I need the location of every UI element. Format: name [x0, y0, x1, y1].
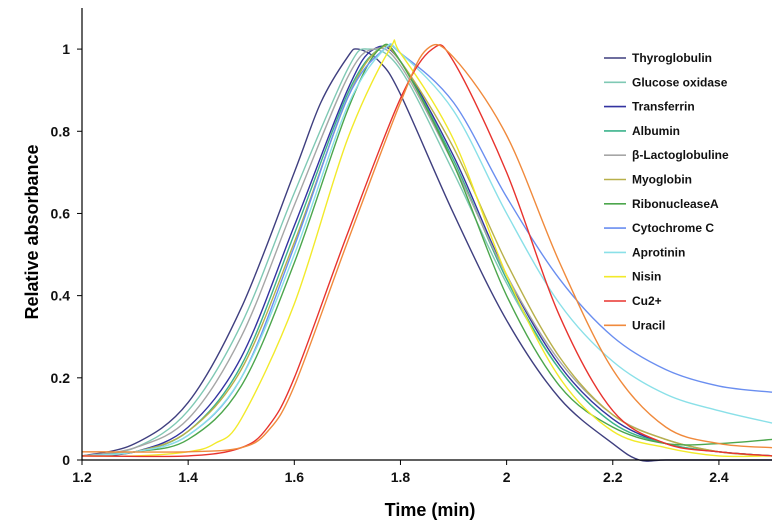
x-tick-label: 1.8: [391, 469, 411, 485]
y-tick-label: 0.4: [51, 288, 71, 304]
plot-area: [81, 39, 773, 462]
series-line-10: [81, 39, 773, 458]
y-tick-label: 0: [62, 452, 70, 468]
legend-label: Thyroglobulin: [632, 51, 712, 65]
legend-label: Cu2+: [632, 294, 662, 308]
series-line-1: [81, 48, 772, 462]
y-tick-label: 0.2: [51, 370, 71, 386]
x-axis-title: Time (min): [385, 500, 476, 520]
x-tick-label: 2: [503, 469, 511, 485]
legend-label: Nisin: [632, 270, 661, 284]
legend-label: Aprotinin: [632, 245, 685, 259]
legend-label: Uracil: [632, 318, 665, 332]
legend-label: Cytochrome C: [632, 221, 714, 235]
y-ticks: 0 0.2 0.4 0.6 0.8 1: [51, 41, 82, 468]
legend-label: Transferrin: [632, 100, 695, 114]
axes: [81, 8, 772, 461]
y-tick-label: 0.6: [51, 205, 71, 221]
y-axis-title: Relative absorbance: [22, 144, 42, 319]
x-tick-label: 1.6: [285, 469, 305, 485]
x-tick-label: 1.2: [72, 469, 92, 485]
legend-label: Albumin: [632, 124, 680, 138]
legend-label: β-Lactoglobuline: [632, 148, 729, 162]
legend-label: Myoglobin: [632, 173, 692, 187]
x-tick-label: 2.4: [709, 469, 729, 485]
legend-label: Glucose oxidase: [632, 75, 728, 89]
series-line-11: [81, 44, 773, 458]
legend: Thyroglobulin Glucose oxidase Transferrin A…: [604, 51, 729, 332]
x-tick-label: 1.4: [178, 469, 198, 485]
series-line-12: [81, 43, 773, 453]
x-ticks: 1.2 1.4 1.6 1.8 2 2.2 2.4: [72, 460, 729, 485]
x-tick-label: 2.2: [603, 469, 623, 485]
series-line-7: [81, 43, 773, 457]
legend-label: RibonucleaseA: [632, 197, 719, 211]
y-tick-label: 1: [62, 41, 70, 57]
y-tick-label: 0.8: [51, 123, 71, 139]
